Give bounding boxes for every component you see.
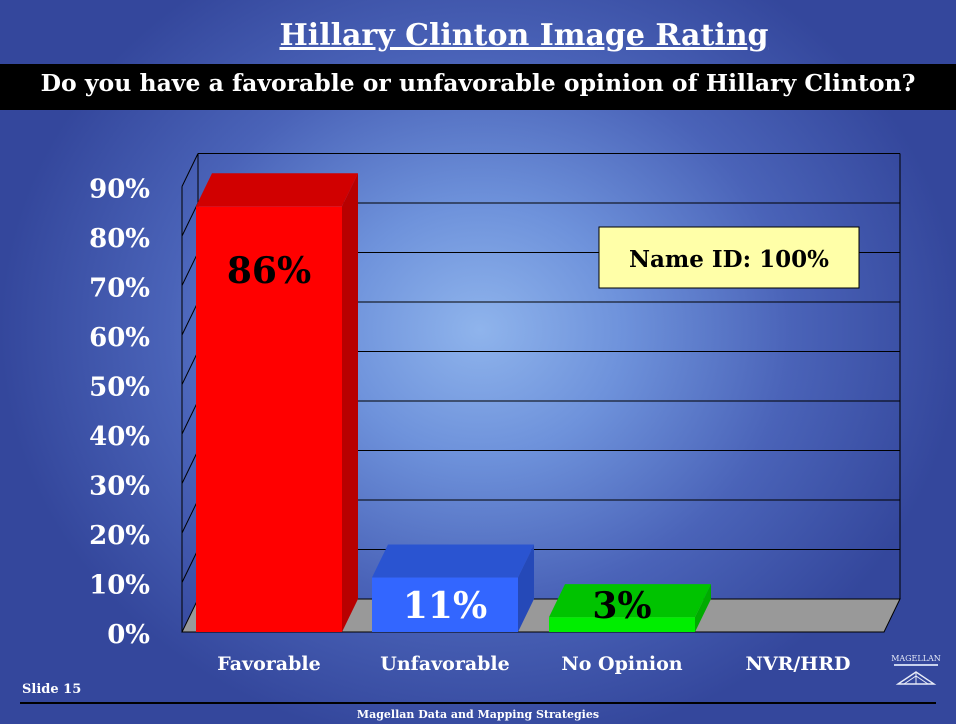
bar-top (549, 584, 711, 618)
y-tick-label: 90% (89, 175, 150, 205)
y-tick-label: 70% (89, 274, 150, 304)
footer-text: Magellan Data and Mapping Strategies (356, 708, 600, 721)
x-category-label: NVR/HRD (745, 653, 850, 675)
question-text: Do you have a favorable or unfavorable o… (40, 69, 916, 97)
x-category-label: No Opinion (561, 653, 682, 675)
y-tick-label: 30% (89, 472, 150, 502)
y-tick-label: 40% (89, 422, 150, 452)
y-tick-label: 20% (89, 521, 150, 551)
y-tick-label: 80% (89, 224, 150, 254)
bar-side (518, 544, 534, 632)
name-id-text: Name ID: 100% (629, 246, 829, 273)
side-gridline (181, 400, 199, 435)
slide-number: Slide 15 (22, 682, 82, 697)
y-tick-label: 60% (89, 323, 150, 353)
side-gridline (181, 153, 199, 187)
bar (549, 617, 695, 632)
bar-top (196, 173, 358, 207)
bar (196, 206, 342, 633)
question-banner (0, 64, 956, 110)
name-id-callout (598, 226, 860, 289)
side-gridline (181, 202, 199, 237)
side-gridline (181, 301, 199, 336)
slide-title: Hillary Clinton Image Rating (279, 18, 769, 53)
footer-divider (20, 702, 936, 704)
bar (372, 577, 518, 632)
side-gridline (181, 252, 199, 286)
y-tick-label: 10% (89, 571, 150, 601)
side-gridline (181, 499, 199, 534)
x-category-label: Unfavorable (380, 653, 510, 675)
data-label: 86% (227, 250, 311, 292)
side-gridline (181, 351, 199, 385)
magellan-logo: MAGELLAN (891, 654, 941, 685)
data-label: 11% (403, 585, 487, 627)
side-gridline (181, 549, 199, 583)
bar-side (695, 584, 711, 632)
logo-text: MAGELLAN (891, 654, 941, 663)
y-tick-label: 50% (89, 373, 150, 403)
side-gridline (181, 450, 199, 484)
bar-side (342, 173, 358, 633)
x-category-label: Favorable (217, 653, 320, 675)
data-label: 3% (592, 585, 651, 627)
bar-top (372, 544, 534, 578)
y-tick-label: 0% (107, 620, 150, 650)
